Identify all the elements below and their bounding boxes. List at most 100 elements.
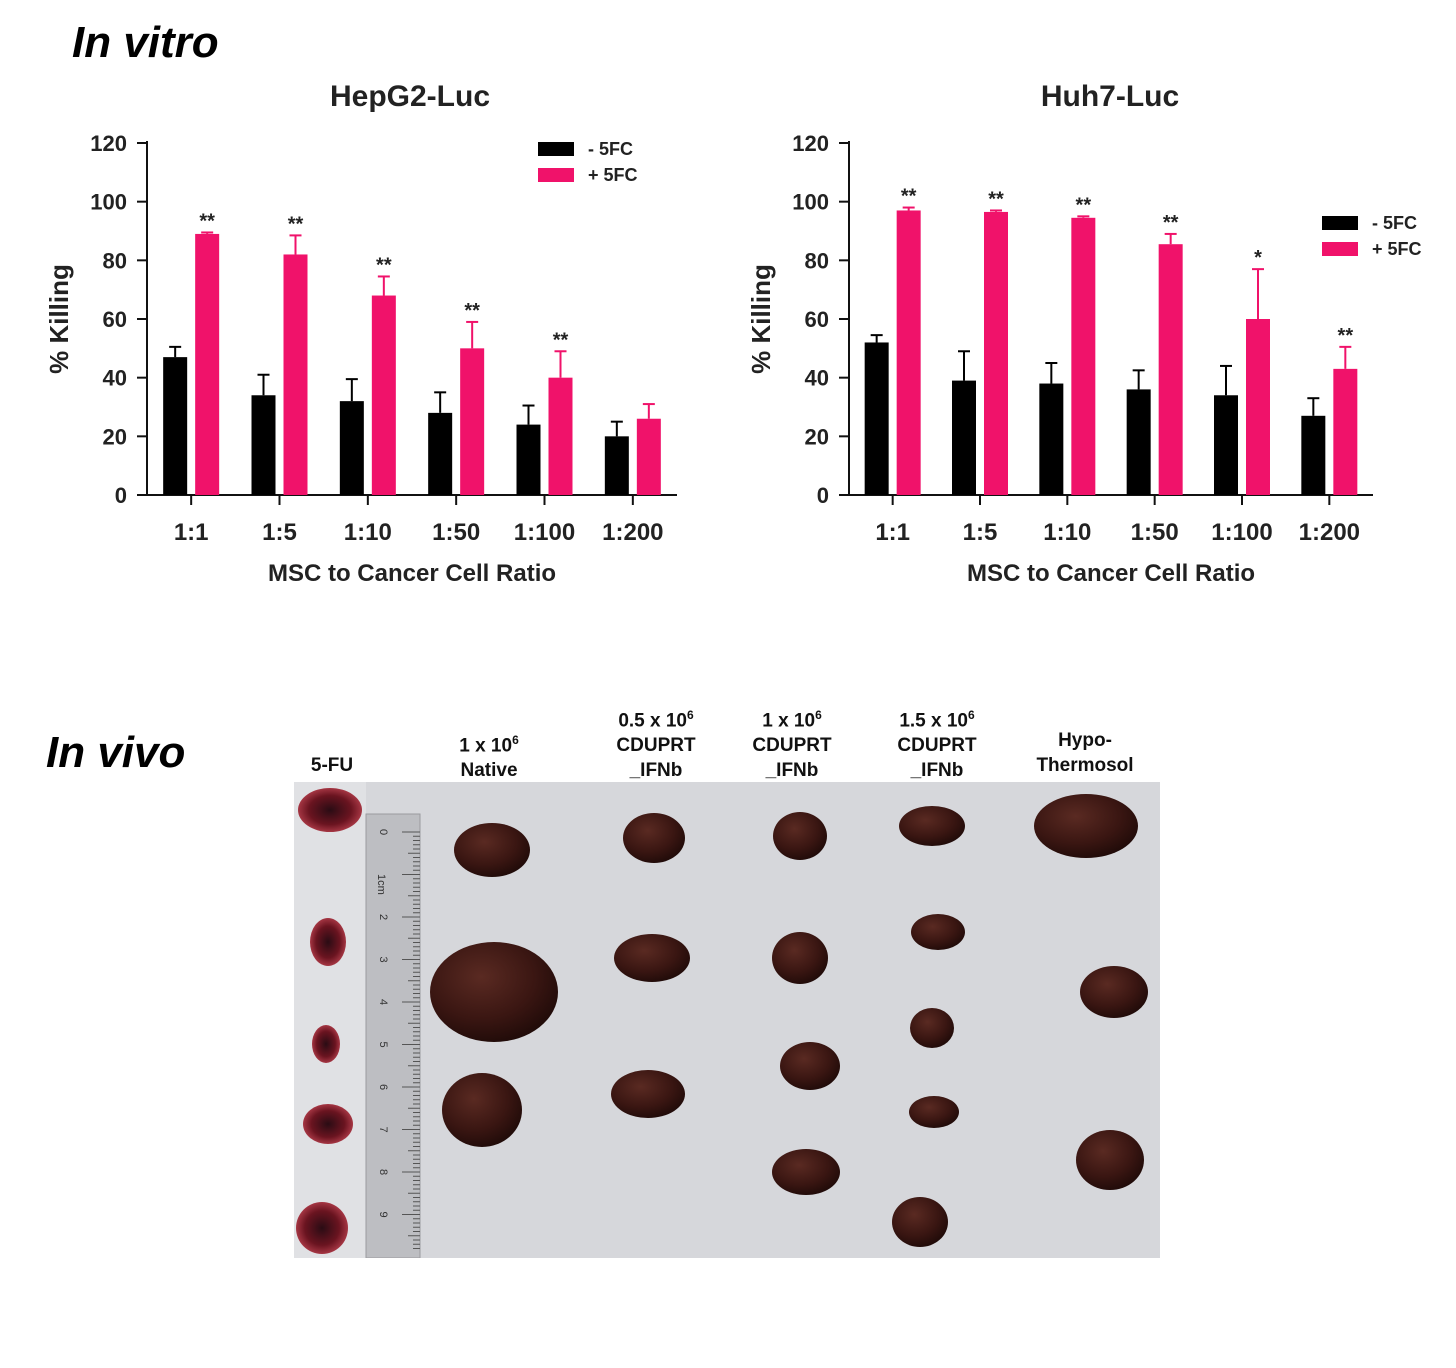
bar-plus-5fc [371,295,396,495]
group-label-1-5-cduprt: 1.5 x 106 CDUPRT _IFNb [852,703,1022,783]
bar-plus-5fc [1071,217,1096,496]
y-tick-label: 0 [817,483,829,508]
bar-minus-5fc [604,436,629,495]
significance-label: ** [1076,194,1092,216]
y-tick-label: 80 [103,248,127,273]
x-tick-label: 1:1 [174,519,209,546]
bar-plus-5fc [1246,319,1270,495]
ruler-unit-label: 1cm [375,874,387,895]
bar-minus-5fc [1126,389,1151,495]
tumor [298,788,362,832]
legend-swatch [538,168,574,182]
tumor-group-1-5-cduprt [892,806,965,1247]
group-label-0-5-cduprt: 0.5 x 106 CDUPRT _IFNb [571,703,741,783]
group-dose-exponent: 6 [967,708,975,722]
ruler-number: 7 [377,1127,389,1133]
legend-label: + 5FC [588,165,638,185]
ruler-number: 5 [377,1042,389,1048]
group-dose-exponent: 6 [512,733,519,747]
group-label-native: 1 x 106 Native [404,728,574,783]
group-label-5fu: 5-FU [247,753,417,778]
in-vitro-title: In vitro [72,18,219,67]
bar-plus-5fc [984,211,1008,495]
tumor [910,1008,954,1048]
group-label-line3: _IFNb [765,760,819,782]
group-dose-exponent: 6 [686,708,694,722]
x-tick-label: 1:100 [1211,519,1272,546]
tumor [310,918,346,966]
chart-title: Huh7-Luc [1041,80,1179,113]
ruler-number: 8 [377,1169,389,1175]
tumor [772,932,828,984]
ruler-number: 6 [377,1084,389,1090]
y-tick-label: 0 [115,483,127,508]
tumor [303,1104,353,1144]
tumor [1034,794,1138,858]
bar-minus-5fc [1214,395,1238,495]
y-tick-label: 120 [90,131,127,156]
bar-plus-5fc [460,348,485,495]
group-dose: 1.5 x 10 [899,710,968,732]
tumor [430,942,558,1042]
ruler-number: 4 [377,999,389,1005]
x-tick-label: 1:50 [1131,519,1179,546]
tumor [773,812,827,860]
photo-background [294,782,1160,1258]
significance-label: ** [1163,212,1179,234]
bar-minus-5fc [1301,415,1326,495]
legend-label: + 5FC [1372,239,1422,259]
ruler-number: 0 [377,829,389,835]
ruler-number: 2 [377,914,389,920]
huh7-luc-chart: Huh7-Luc 0 20 40 60 80 100 120 % Killing 1:1 ** 1:5… [746,80,1422,587]
tumor [899,806,965,846]
group-label-line1: Hypo- [1058,730,1112,751]
tumor [892,1197,948,1247]
bar-plus-5fc [195,233,220,495]
bar-plus-5fc [1158,244,1183,495]
tumor [611,1070,685,1118]
hepg2-luc-chart: HepG2-Luc 0 20 40 60 80 100 120 % Killing 1:1 ** 1:… [44,80,677,587]
tumor [614,934,690,982]
bar-minus-5fc [163,357,188,495]
tumor [1080,966,1148,1018]
significance-label: ** [464,300,480,322]
in-vivo-title: In vivo [46,728,186,777]
tumor-group-1-cduprt [772,812,840,1195]
tumor [296,1202,348,1254]
x-axis-label: MSC to Cancer Cell Ratio [268,560,556,587]
legend-label: - 5FC [588,139,633,159]
tumor [1076,1130,1144,1190]
bar-plus-5fc [636,418,661,495]
group-dose-exponent: 6 [815,708,822,722]
group-label-line1: 5-FU [310,755,354,776]
significance-label: ** [1338,325,1354,347]
tumor [780,1042,840,1090]
bar-plus-5fc [548,377,573,495]
y-axis-label: % Killing [746,264,776,374]
y-tick-label: 60 [103,307,127,332]
tumor [623,813,685,863]
legend-label: - 5FC [1372,213,1417,233]
bar-minus-5fc [428,412,453,495]
y-tick-label: 60 [805,307,829,332]
group-label-line1: 1 x 106 [707,703,877,733]
x-axis-label: MSC to Cancer Cell Ratio [967,560,1255,587]
x-tick-label: 1:50 [432,519,480,546]
y-axis-label: % Killing [44,264,74,374]
y-tick-label: 100 [792,190,829,215]
group-label-line3: _IFNb [910,760,964,782]
group-label-line3: _IFNb [629,760,683,782]
x-tick-label: 1:10 [1043,519,1091,546]
group-label-1-cduprt: 1 x 106 CDUPRT _IFNb [707,703,877,783]
y-tick-label: 20 [805,424,829,449]
group-label-line2: Native [460,760,518,782]
photo-left-strip [294,782,366,1258]
y-tick-label: 40 [805,366,829,391]
x-tick-label: 1:10 [344,519,392,546]
group-label-line2: CDUPRT [897,735,977,757]
x-tick-label: 1:100 [514,519,575,546]
tumor-group-5fu [296,788,362,1254]
y-tick-label: 100 [90,190,127,215]
group-label-line1: 0.5 x 106 [571,703,741,733]
x-tick-label: 1:5 [963,519,998,546]
